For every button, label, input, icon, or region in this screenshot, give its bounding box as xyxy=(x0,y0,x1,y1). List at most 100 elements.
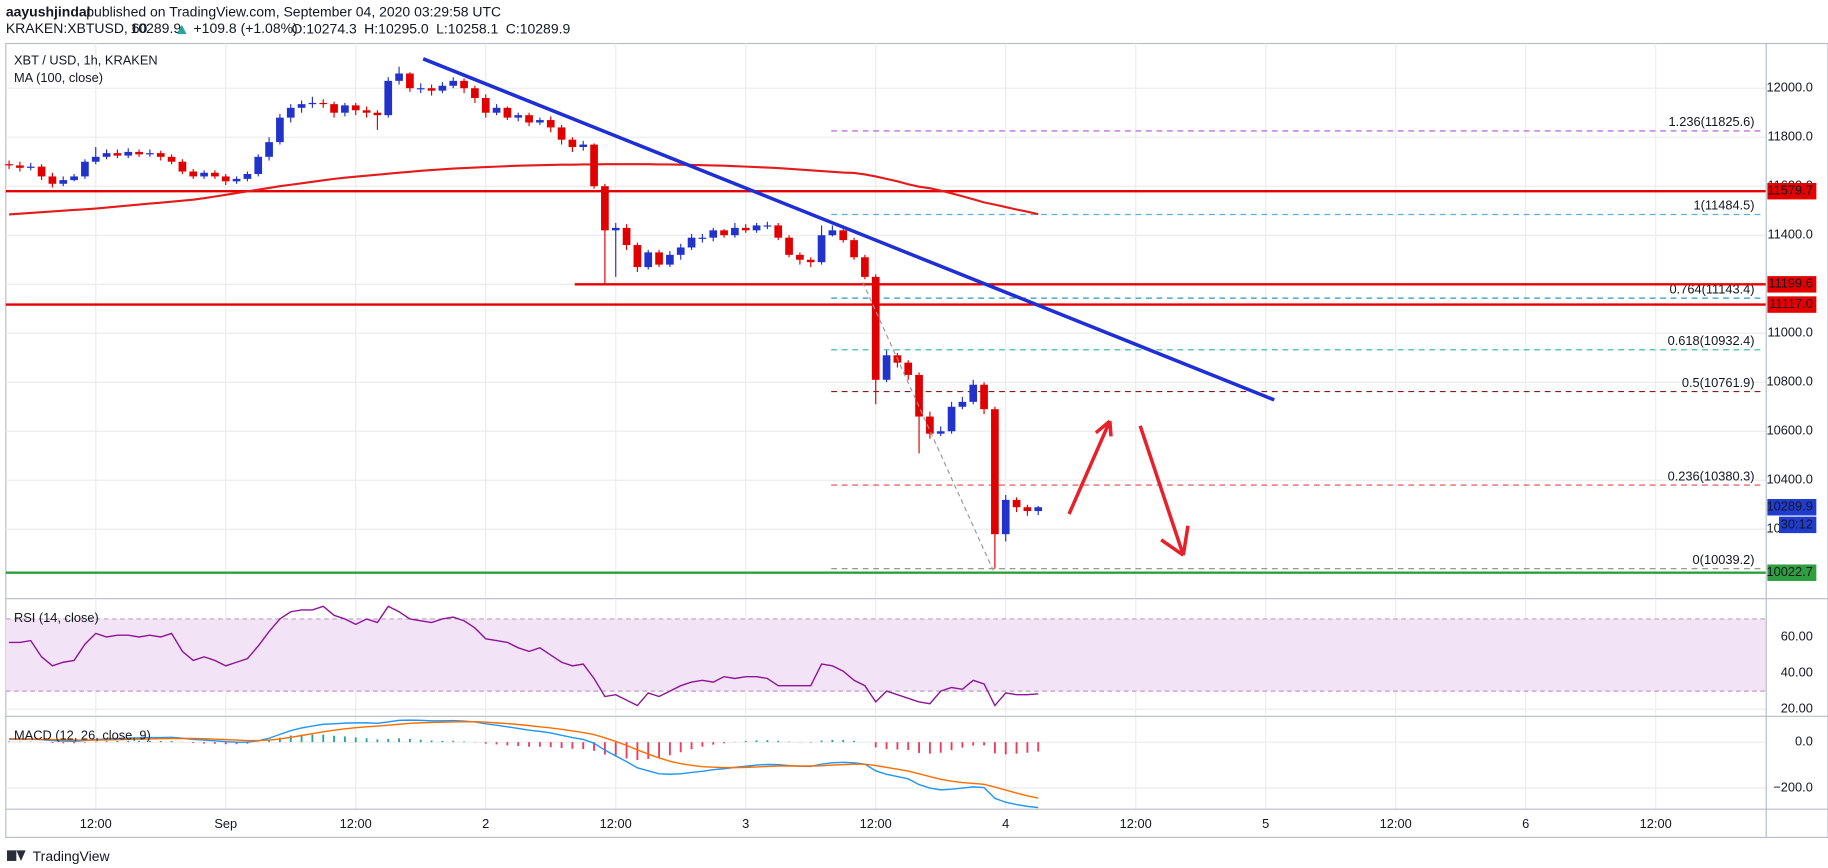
candle-body xyxy=(243,173,252,179)
candle-body xyxy=(1023,507,1032,512)
candle-body xyxy=(980,384,988,410)
candle-body xyxy=(373,112,382,116)
x-tick-label: 12:00 xyxy=(600,816,632,831)
candle-body xyxy=(709,230,718,238)
candle-body xyxy=(915,374,923,417)
candle-body xyxy=(124,151,133,156)
author[interactable]: aayushjindal xyxy=(6,4,91,20)
candle-body xyxy=(557,127,566,140)
up-arrow-icon xyxy=(177,24,187,35)
last-price: 10289.9 xyxy=(131,20,182,36)
y-tick-label: 11800.0 xyxy=(1767,129,1812,144)
y-tick-label: 20.00 xyxy=(1781,701,1813,716)
candle-body xyxy=(492,107,501,113)
candle-body xyxy=(481,98,490,113)
candle-body xyxy=(265,142,273,157)
fib-connector xyxy=(862,282,994,571)
countdown-label: 30:12 xyxy=(1781,516,1813,531)
candle-body xyxy=(546,120,555,128)
grid xyxy=(5,43,1767,810)
candle-body xyxy=(59,180,68,184)
candle-body xyxy=(958,401,967,407)
macd-line xyxy=(9,721,1039,799)
brand[interactable]: TradingView xyxy=(33,848,111,864)
candle-body xyxy=(882,355,891,380)
last-price-tag xyxy=(1767,499,1817,516)
candle-body xyxy=(351,105,360,111)
fib-label: 0.5(10761.9) xyxy=(1682,375,1755,390)
candle-body xyxy=(926,416,934,434)
x-tick-label: 6 xyxy=(1522,816,1529,831)
candle-body xyxy=(70,176,78,181)
ohlc-label: O: xyxy=(291,20,306,36)
candle-body xyxy=(601,186,609,231)
ohlc-label: L: xyxy=(436,20,448,36)
chart-title: XBT / USD, 1h, KRAKEN xyxy=(14,53,158,68)
chart-frame xyxy=(5,42,1828,839)
axis-labels: 12:00 Sep 12:00 2 12:00 3 12:00 4 12:00 5 12:00 6 12… xyxy=(80,80,1817,831)
x-tick-label: 12:00 xyxy=(1640,816,1672,831)
candle-body xyxy=(102,153,111,157)
arrow-up xyxy=(1067,419,1113,515)
candle-body xyxy=(936,431,945,434)
brand-logo xyxy=(6,850,26,861)
candle-body xyxy=(395,73,403,81)
fib-label: 0(10039.2) xyxy=(1693,552,1755,567)
candle-body xyxy=(91,156,100,162)
candle-body xyxy=(438,85,447,91)
price-tag-label: 11199.6 xyxy=(1768,276,1812,291)
ohlc-value: 10258.1 xyxy=(448,20,499,36)
candle-body xyxy=(5,164,13,166)
candle-body xyxy=(286,107,295,118)
macd-title: MACD (12, 26, close, 9) xyxy=(14,728,151,743)
candle-body xyxy=(156,153,165,157)
candle-body xyxy=(384,80,393,116)
candle-body xyxy=(362,110,371,113)
candle-body xyxy=(319,102,328,105)
x-tick-label: 4 xyxy=(1002,816,1009,831)
candle-body xyxy=(676,247,685,255)
candle-body xyxy=(113,153,122,156)
x-tick-label: 2 xyxy=(482,816,489,831)
ohlc-label: C: xyxy=(506,20,520,36)
x-tick-label: 12:00 xyxy=(1380,816,1412,831)
ohlc-label: H: xyxy=(364,20,378,36)
ohlc-value: 10295.0 xyxy=(378,20,429,36)
x-tick-label: 3 xyxy=(742,816,749,831)
candle-body xyxy=(644,252,653,268)
rsi-line xyxy=(9,605,1039,707)
candle-body xyxy=(579,144,588,148)
price-tag xyxy=(1767,564,1817,581)
candle-body xyxy=(568,139,577,148)
price-axis xyxy=(1767,44,1827,810)
candle-body xyxy=(254,156,263,174)
candle-body xyxy=(514,115,523,118)
y-tick-label: 40.00 xyxy=(1781,664,1813,679)
candle-body xyxy=(189,171,198,177)
x-tick-label: 12:00 xyxy=(80,816,112,831)
y-tick-label: 10400.0 xyxy=(1767,472,1813,487)
candle-body xyxy=(460,80,468,89)
candle-body xyxy=(146,153,154,155)
candle-body xyxy=(26,166,35,168)
candle-body xyxy=(850,240,858,258)
candle-body xyxy=(16,165,24,168)
candle-body xyxy=(871,276,880,380)
candle-body xyxy=(178,161,187,172)
candle-body xyxy=(536,120,544,123)
fib-label: 0.618(10932.4) xyxy=(1668,333,1755,348)
candle-body xyxy=(947,406,956,432)
candle-body xyxy=(200,172,208,177)
candle-body xyxy=(135,151,143,155)
candle-body xyxy=(687,237,696,248)
plot: 1.236(11825.6)1(11484.5)0.764(11143.4)0.… xyxy=(5,66,1767,809)
x-tick-label: 12:00 xyxy=(1120,816,1152,831)
candle-body xyxy=(861,257,869,277)
candle-body xyxy=(221,176,230,182)
candle-body xyxy=(655,252,663,265)
candle-body xyxy=(1034,507,1043,512)
candle-body xyxy=(503,107,512,118)
